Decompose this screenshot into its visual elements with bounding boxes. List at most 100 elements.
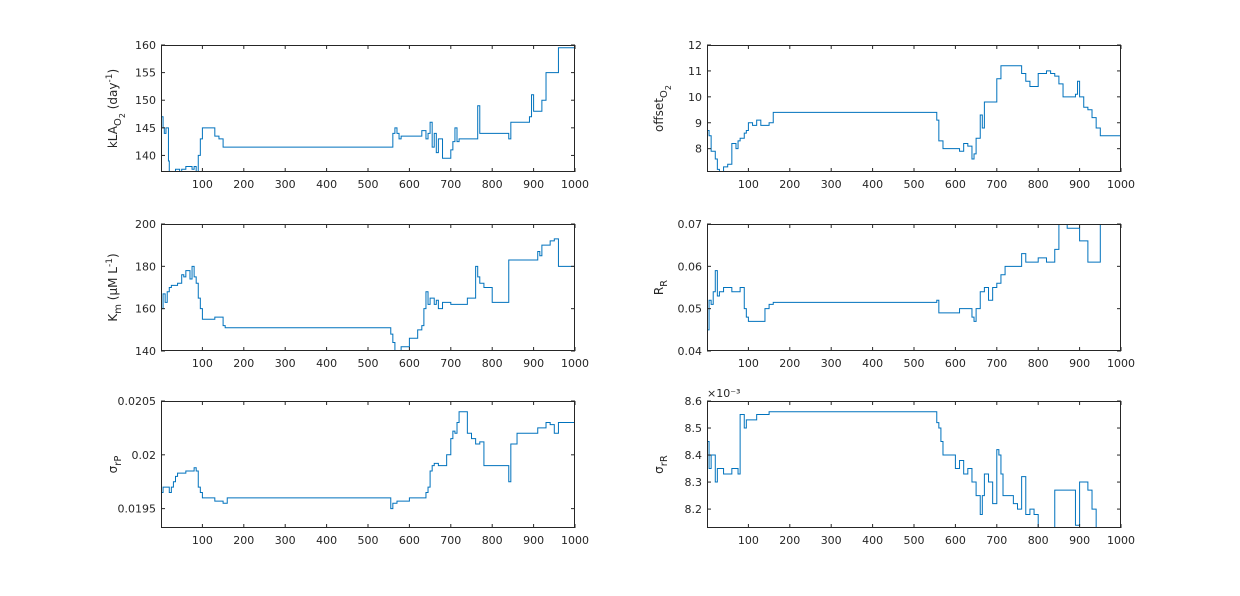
x-tick-label: 400 [862,178,883,191]
plot-area [707,224,1121,351]
x-tick-label: 900 [1069,534,1090,547]
x-tick-label: 700 [986,178,1007,191]
x-tick-label: 1000 [561,534,589,547]
x-tick-label: 500 [358,534,379,547]
plot-area [161,45,575,172]
x-tick-label: 400 [316,178,337,191]
y-tick-label: 8.5 [685,422,703,435]
x-tick-label: 1000 [561,357,589,370]
subplot-5: 100 200 300 400 500 600 700 800 900 1000 0.0195 0.0… [106,395,589,547]
y-tick-label: 160 [135,303,156,316]
y-axis-label: σrP [106,456,124,474]
y-tick-label: 0.0205 [118,395,157,408]
x-tick-label: 200 [233,357,254,370]
x-tick-label: 800 [482,534,503,547]
x-tick-label: 300 [275,357,296,370]
y-tick-label: 8 [695,143,702,156]
x-tick-label: 600 [945,178,966,191]
series-line [707,224,1121,331]
x-tick-label: 700 [440,534,461,547]
y-axis-label: Km (μM L-1) [105,253,124,321]
y-tick-label: 9 [695,117,702,130]
y-tick-label: 0.05 [678,303,703,316]
x-tick-label: 500 [904,534,925,547]
x-tick-label: 900 [1069,178,1090,191]
y-tick-label: 150 [135,94,156,107]
x-tick-label: 300 [275,534,296,547]
x-tick-label: 800 [482,357,503,370]
x-tick-label: 900 [523,178,544,191]
series-line [707,411,1097,528]
y-axis-label: σrR [652,455,670,474]
x-tick-label: 500 [904,178,925,191]
x-tick-label: 800 [482,178,503,191]
y-tick-label: 145 [135,122,156,135]
x-tick-label: 300 [821,357,842,370]
x-tick-label: 300 [821,178,842,191]
subplot-2: 100 200 300 400 500 600 700 800 900 1000 8 9 10 11 12 o… [652,39,1135,191]
y-tick-label: 8.4 [685,449,703,462]
x-tick-label: 700 [440,178,461,191]
x-tick-label: 100 [738,357,759,370]
plot-area [161,401,575,528]
subplot-4: 100 200 300 400 500 600 700 800 900 1000 0.04 0.05 0… [652,218,1135,370]
y-tick-label: 8.2 [685,503,703,516]
x-tick-label: 200 [233,534,254,547]
y-tick-label: 11 [688,65,702,78]
series-line [161,238,575,351]
y-tick-label: 8.6 [685,395,703,408]
x-tick-label: 800 [1028,534,1049,547]
y-axis-label: offsetO2 [652,85,673,132]
x-tick-label: 400 [316,534,337,547]
x-tick-label: 700 [440,357,461,370]
y-tick-label: 0.04 [678,345,703,358]
x-tick-label: 400 [862,534,883,547]
plot-area [161,224,575,351]
y-tick-label: 10 [688,91,702,104]
y-tick-label: 180 [135,260,156,273]
x-tick-label: 400 [862,357,883,370]
x-tick-label: 1000 [1107,178,1135,191]
y-tick-label: 0.02 [132,449,157,462]
y-tick-label: 155 [135,67,156,80]
y-tick-label: 140 [135,345,156,358]
x-tick-label: 600 [945,357,966,370]
y-tick-label: 200 [135,218,156,231]
x-tick-label: 100 [192,178,213,191]
plot-area [707,401,1121,528]
x-tick-label: 900 [1069,357,1090,370]
x-tick-label: 1000 [561,178,589,191]
x-tick-label: 100 [738,534,759,547]
axis-exponent-label: ×10⁻³ [707,387,740,400]
series-line [161,47,575,172]
y-tick-label: 0.0195 [118,503,157,516]
x-tick-label: 500 [904,357,925,370]
x-tick-label: 700 [986,357,1007,370]
x-tick-label: 600 [399,178,420,191]
x-tick-label: 800 [1028,178,1049,191]
x-tick-label: 1000 [1107,534,1135,547]
subplot-1: 100 200 300 400 500 600 700 800 900 1000 140 145 150… [105,39,589,191]
x-tick-label: 1000 [1107,357,1135,370]
series-line [707,65,1121,172]
x-tick-label: 100 [738,178,759,191]
x-tick-label: 800 [1028,357,1049,370]
y-tick-label: 140 [135,149,156,162]
x-tick-label: 200 [233,178,254,191]
y-tick-label: 160 [135,39,156,52]
subplot-3: 100 200 300 400 500 600 700 800 900 1000 140 160 180… [105,218,589,370]
x-tick-label: 900 [523,357,544,370]
x-tick-label: 100 [192,534,213,547]
x-tick-label: 300 [275,178,296,191]
x-tick-label: 500 [358,178,379,191]
x-tick-label: 300 [821,534,842,547]
x-tick-label: 600 [399,357,420,370]
x-tick-label: 900 [523,534,544,547]
x-tick-label: 200 [779,534,800,547]
x-tick-label: 200 [779,178,800,191]
y-axis-label: RR [652,280,670,295]
plot-area [707,45,1121,172]
x-tick-label: 600 [945,534,966,547]
y-axis-label: kLAO2 (day-1) [105,69,127,148]
